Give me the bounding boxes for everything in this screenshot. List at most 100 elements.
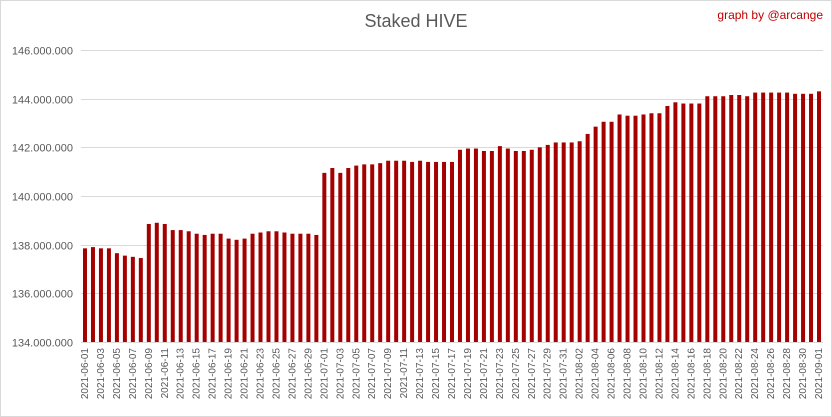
bar bbox=[601, 121, 606, 342]
bar bbox=[266, 231, 271, 342]
x-tick-label: 2021-06-29 bbox=[303, 348, 314, 400]
x-tick-label: 2021-08-10 bbox=[638, 348, 649, 400]
y-axis: 134.000.000 136.000.000 138.000.000 140.000… bbox=[12, 46, 73, 350]
x-tick-label: 2021-06-19 bbox=[224, 348, 235, 400]
bar bbox=[362, 164, 367, 342]
bar bbox=[418, 160, 423, 342]
bar bbox=[537, 147, 542, 342]
bar bbox=[306, 233, 311, 342]
bar bbox=[242, 238, 247, 342]
bar bbox=[210, 233, 215, 342]
bar bbox=[322, 172, 327, 342]
bar bbox=[106, 248, 111, 342]
x-tick-label: 2021-08-18 bbox=[702, 348, 713, 400]
bar bbox=[673, 102, 678, 342]
bar bbox=[545, 144, 550, 342]
bar bbox=[497, 146, 502, 342]
x-tick-label: 2021-08-06 bbox=[607, 348, 618, 400]
bar bbox=[593, 126, 598, 343]
bar bbox=[801, 93, 806, 342]
x-tick-label: 2021-07-31 bbox=[559, 348, 570, 400]
bar bbox=[585, 133, 590, 342]
x-tick-label: 2021-06-25 bbox=[271, 348, 282, 400]
bar bbox=[282, 232, 287, 342]
x-tick-label: 2021-07-11 bbox=[399, 348, 410, 399]
bar bbox=[785, 92, 790, 342]
bar bbox=[346, 168, 351, 342]
bar bbox=[162, 223, 167, 342]
bar bbox=[617, 114, 622, 342]
bar bbox=[146, 223, 151, 342]
y-tick-label: 138.000.000 bbox=[12, 241, 73, 253]
bar bbox=[705, 96, 710, 342]
bar bbox=[689, 103, 694, 342]
x-tick-label: 2021-06-07 bbox=[128, 348, 139, 400]
x-tick-label: 2021-07-17 bbox=[447, 348, 458, 400]
bar bbox=[226, 238, 231, 342]
bar bbox=[697, 103, 702, 342]
bar bbox=[114, 253, 119, 342]
x-tick-label: 2021-06-27 bbox=[287, 348, 298, 400]
x-tick-label: 2021-07-01 bbox=[319, 348, 330, 400]
bar bbox=[505, 148, 510, 342]
x-tick-label: 2021-07-19 bbox=[463, 348, 474, 400]
x-tick-label: 2021-06-09 bbox=[144, 348, 155, 400]
x-tick-label: 2021-07-03 bbox=[335, 348, 346, 400]
bar bbox=[809, 93, 814, 342]
bar bbox=[274, 231, 279, 342]
bar bbox=[186, 231, 191, 342]
bar bbox=[154, 222, 159, 342]
x-tick-label: 2021-08-12 bbox=[654, 348, 665, 400]
bar bbox=[130, 256, 135, 342]
x-tick-label: 2021-08-16 bbox=[686, 348, 697, 400]
x-tick-label: 2021-07-05 bbox=[351, 348, 362, 400]
bar bbox=[138, 258, 143, 342]
y-tick-label: 144.000.000 bbox=[12, 95, 73, 107]
x-tick-label: 2021-07-09 bbox=[383, 348, 394, 400]
x-tick-label: 2021-06-17 bbox=[208, 348, 219, 400]
bar bbox=[98, 248, 103, 342]
bar bbox=[665, 105, 670, 342]
bar bbox=[402, 160, 407, 342]
bar bbox=[426, 161, 431, 342]
x-tick-label: 2021-09-01 bbox=[814, 348, 825, 400]
bar bbox=[450, 161, 454, 342]
bar bbox=[194, 233, 199, 342]
x-tick-label: 2021-06-01 bbox=[80, 348, 91, 400]
bar bbox=[378, 163, 383, 342]
bar bbox=[569, 142, 574, 342]
bar bbox=[713, 96, 718, 342]
x-tick-label: 2021-06-05 bbox=[112, 348, 123, 400]
bar bbox=[410, 161, 415, 342]
x-tick-label: 2021-08-04 bbox=[591, 348, 602, 400]
y-tick-label: 146.000.000 bbox=[12, 46, 73, 58]
x-tick-label: 2021-08-02 bbox=[575, 348, 586, 400]
bar bbox=[354, 165, 359, 342]
x-tick-label: 2021-07-27 bbox=[527, 348, 538, 400]
bar bbox=[649, 113, 654, 343]
bar bbox=[769, 92, 774, 342]
x-tick-label: 2021-07-21 bbox=[479, 348, 490, 400]
y-tick-label: 134.000.000 bbox=[12, 338, 73, 350]
x-tick-label: 2021-06-13 bbox=[176, 348, 187, 400]
bar bbox=[521, 150, 526, 342]
x-tick-label: 2021-08-22 bbox=[734, 348, 745, 400]
x-tick-label: 2021-06-11 bbox=[160, 348, 171, 399]
bar bbox=[258, 232, 263, 342]
bar bbox=[577, 141, 582, 342]
credit-text: graph by @arcange bbox=[717, 8, 823, 22]
bar bbox=[481, 150, 486, 342]
x-tick-label: 2021-08-26 bbox=[766, 348, 777, 400]
bar bbox=[298, 233, 303, 342]
bar bbox=[218, 233, 223, 342]
bar bbox=[737, 95, 742, 343]
bar bbox=[394, 160, 399, 342]
bar bbox=[465, 148, 470, 342]
bar bbox=[777, 92, 782, 342]
bar bbox=[82, 248, 87, 342]
bar bbox=[753, 92, 758, 342]
y-tick-label: 142.000.000 bbox=[12, 143, 73, 155]
bar bbox=[513, 150, 518, 342]
bar bbox=[170, 230, 175, 342]
